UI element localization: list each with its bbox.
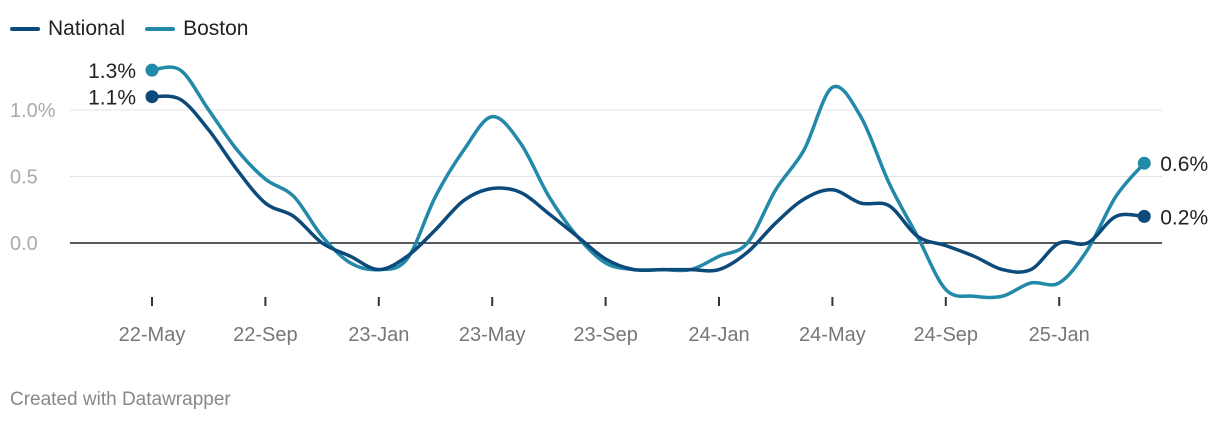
- legend-swatch-national: [10, 27, 40, 31]
- y-tick-label-1: 0.5: [10, 167, 38, 189]
- start-label-national: 1.1%: [88, 87, 136, 110]
- end-label-national: 0.2%: [1160, 206, 1208, 229]
- x-tick-label-0: 22-May: [119, 324, 186, 346]
- legend-item-boston: Boston: [145, 17, 248, 41]
- end-point-national: [1137, 209, 1151, 223]
- start-label-boston: 1.3%: [88, 60, 136, 83]
- x-tick-label-5: 24-Jan: [688, 324, 749, 346]
- legend-label-national: National: [48, 17, 126, 40]
- y-tick-label-0: 1.0%: [10, 100, 56, 122]
- legend-item-national: National: [10, 17, 125, 41]
- x-tick-label-1: 22-Sep: [233, 324, 298, 346]
- x-tick-label-2: 23-Jan: [348, 324, 409, 346]
- x-tick-label-3: 23-May: [459, 324, 526, 346]
- end-label-boston: 0.6%: [1160, 153, 1208, 176]
- y-tick-label-2: 0.0: [10, 233, 38, 255]
- x-tick-label-4: 23-Sep: [573, 324, 638, 346]
- start-point-national: [145, 90, 159, 104]
- start-point-boston: [145, 63, 159, 77]
- x-tick-label-8: 25-Jan: [1029, 324, 1090, 346]
- x-tick-label-6: 24-May: [799, 324, 866, 346]
- end-point-boston: [1137, 156, 1151, 170]
- legend-swatch-boston: [145, 27, 176, 31]
- legend-label-boston: Boston: [183, 17, 249, 40]
- series-line-boston: [150, 65, 1146, 300]
- legend: National Boston: [10, 17, 248, 41]
- datawrapper-credit: Created with Datawrapper: [10, 389, 231, 410]
- series-line-national: [150, 94, 1146, 274]
- x-tick-label-7: 24-Sep: [914, 324, 979, 346]
